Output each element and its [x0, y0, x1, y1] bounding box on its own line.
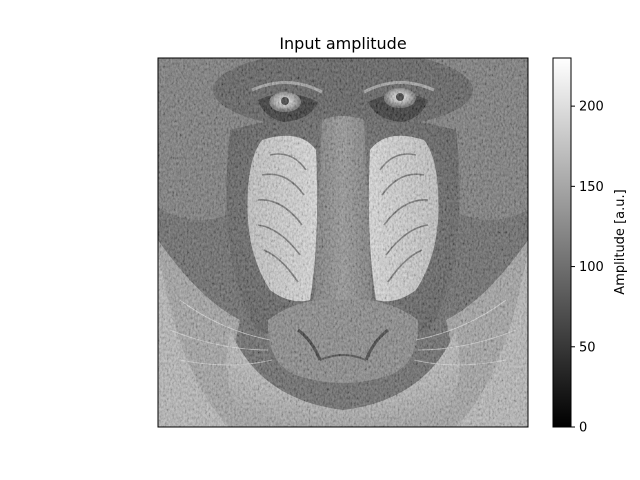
chart-title: Input amplitude [279, 34, 406, 53]
grayscale-amplitude-image [158, 58, 528, 427]
colorbar-gradient [553, 58, 571, 427]
colorbar-frame [552, 57, 572, 428]
colorbar-tick-label: 200 [579, 100, 604, 115]
colorbar-tick-label: 150 [579, 180, 604, 195]
colorbar: 0 50 100 150 200 [552, 57, 604, 436]
image-frame [157, 57, 529, 428]
colorbar-tick-label: 50 [579, 340, 596, 355]
colorbar-ticks: 0 50 100 150 200 [571, 100, 604, 436]
colorbar-tick-label: 100 [579, 260, 604, 275]
colorbar-label: Amplitude [a.u.] [613, 189, 628, 294]
colorbar-tick-label: 0 [579, 421, 587, 436]
